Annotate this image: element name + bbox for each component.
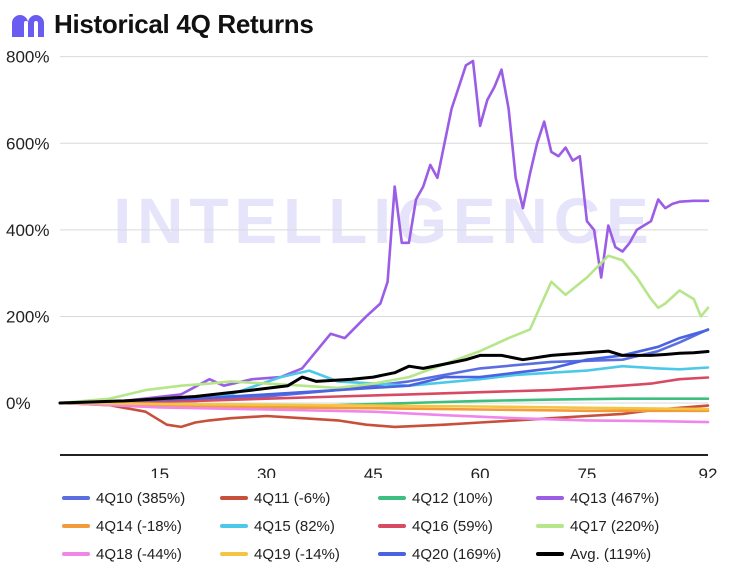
- legend-swatch: [62, 496, 90, 500]
- legend-label: 4Q12 (10%): [412, 489, 493, 507]
- legend-item[interactable]: 4Q18 (-44%): [62, 544, 220, 564]
- y-tick-label: 600%: [6, 134, 49, 153]
- legend-swatch: [536, 524, 564, 528]
- legend-label: 4Q16 (59%): [412, 517, 493, 535]
- legend-label: 4Q17 (220%): [570, 517, 660, 535]
- legend-swatch: [62, 552, 90, 556]
- x-tick-label: 15: [150, 465, 169, 478]
- legend-item[interactable]: 4Q20 (169%): [378, 544, 536, 564]
- legend-item[interactable]: 4Q14 (-18%): [62, 516, 220, 536]
- legend-swatch: [220, 552, 248, 556]
- legend-label: 4Q15 (82%): [254, 517, 335, 535]
- x-tick-label: 45: [364, 465, 383, 478]
- legend-label: 4Q19 (-14%): [254, 545, 340, 563]
- series-line-4q11: [58, 401, 710, 429]
- legend-swatch: [536, 552, 564, 556]
- legend-label: 4Q14 (-18%): [96, 517, 182, 535]
- legend-label: 4Q13 (467%): [570, 489, 660, 507]
- legend-swatch: [220, 524, 248, 528]
- series-line-avg: [58, 349, 710, 405]
- x-tick-label: 30: [257, 465, 276, 478]
- legend-item[interactable]: 4Q19 (-14%): [220, 544, 378, 564]
- series-line-4q18: [58, 401, 710, 424]
- legend-item[interactable]: 4Q12 (10%): [378, 488, 536, 508]
- legend-item[interactable]: 4Q17 (220%): [536, 516, 706, 536]
- watermark-text: INTELLIGENCE: [113, 185, 654, 257]
- chart-legend: 4Q10 (385%) 4Q11 (-6%) 4Q12 (10%) 4Q13 (467…: [62, 488, 722, 564]
- legend-item[interactable]: 4Q11 (-6%): [220, 488, 378, 508]
- legend-item[interactable]: Avg. (119%): [536, 544, 706, 564]
- series-line-4q16: [58, 376, 710, 405]
- legend-swatch: [536, 496, 564, 500]
- chart-header: Historical 4Q Returns: [10, 4, 314, 44]
- legend-label: Avg. (119%): [570, 545, 652, 563]
- series-line-4q17: [58, 254, 710, 405]
- messari-logo-icon: [12, 15, 44, 37]
- legend-swatch: [378, 552, 406, 556]
- legend-item[interactable]: 4Q10 (385%): [62, 488, 220, 508]
- legend-swatch: [220, 496, 248, 500]
- legend-swatch: [378, 524, 406, 528]
- x-tick-label: 60: [471, 465, 490, 478]
- series-line-4q10: [58, 328, 710, 405]
- legend-label: 4Q10 (385%): [96, 489, 186, 507]
- y-tick-label: 800%: [6, 48, 49, 67]
- legend-swatch: [378, 496, 406, 500]
- legend-item[interactable]: 4Q15 (82%): [220, 516, 378, 536]
- legend-label: 4Q20 (169%): [412, 545, 502, 563]
- legend-label: 4Q18 (-44%): [96, 545, 182, 563]
- series-line-4q19: [58, 401, 710, 411]
- line-chart: INTELLIGENCE 0% 200% 400% 600% 800% 15 30 45 60 75…: [6, 48, 718, 478]
- chart-title: Historical 4Q Returns: [54, 8, 314, 39]
- series-line-4q13: [58, 59, 710, 405]
- y-tick-label: 400%: [6, 221, 49, 240]
- legend-item[interactable]: 4Q16 (59%): [378, 516, 536, 536]
- series-line-4q15: [58, 364, 710, 405]
- legend-item[interactable]: 4Q13 (467%): [536, 488, 706, 508]
- y-tick-label: 0%: [6, 394, 31, 413]
- y-tick-label: 200%: [6, 307, 49, 326]
- legend-swatch: [62, 524, 90, 528]
- series-line-4q20: [58, 328, 710, 405]
- x-tick-label: 75: [577, 465, 596, 478]
- legend-label: 4Q11 (-6%): [254, 489, 331, 507]
- x-tick-label: 92: [699, 465, 718, 478]
